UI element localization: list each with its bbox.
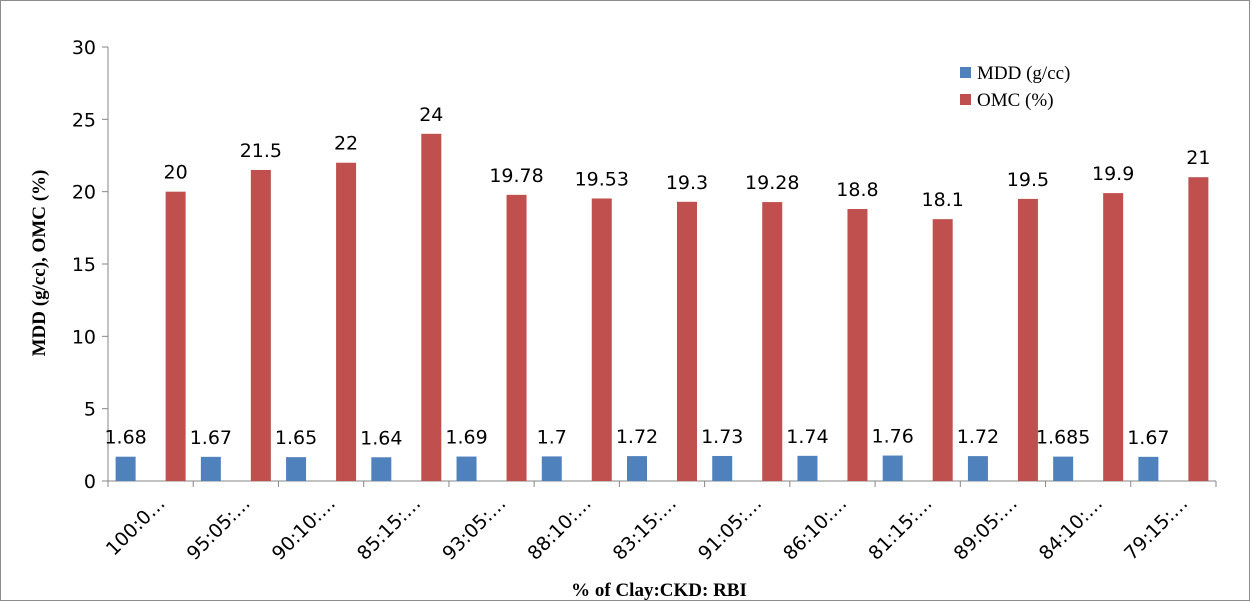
bar-omc [762,202,783,481]
y-tick-label: 20 [72,182,96,204]
data-label-mdd: 1.72 [616,426,658,448]
bars [115,133,1209,482]
bar-omc [506,194,527,481]
y-axis-title: MDD (g/cc), OMC (%) [29,170,50,357]
data-label-mdd: 1.65 [275,427,317,449]
legend-swatch [960,67,971,78]
bar-mdd [627,456,647,481]
bar-mdd [1138,456,1159,481]
data-label-omc: 19.3 [666,172,708,194]
x-tick-label: 79:15:… [1120,492,1192,564]
bar-omc [677,201,697,481]
data-label-omc: 21.5 [240,140,282,162]
bar-mdd [882,455,903,481]
data-labels: 1.68 1.67 1.65 1.64 1.69 1.7 1.72 1.73 1.74 1.76 1… [104,104,1210,449]
bar-omc [591,198,612,481]
bar-mdd [712,455,733,481]
y-tick-label: 30 [72,37,96,59]
legend: MDD (g/cc) OMC (%) [960,63,1070,111]
x-tick-label: 100:0… [102,492,170,560]
data-label-mdd: 1.76 [872,426,914,448]
legend-label: OMC (%) [977,90,1054,111]
bar-mdd [967,456,988,481]
bar-mdd [200,456,221,481]
x-tick-label: 91:05:… [694,492,766,564]
bar-omc [250,169,271,481]
data-label-mdd: 1.67 [190,427,232,449]
data-label-mdd: 1.74 [786,426,828,448]
data-label-mdd: 1.7 [537,426,567,448]
y-tick-label: 25 [72,109,96,131]
x-axis-title: % of Clay:CKD: RBI [571,580,747,601]
data-label-mdd: 1.685 [1036,427,1090,449]
bar-omc [336,162,357,481]
x-tick-label: 86:10:… [779,492,851,564]
y-tick-label: 10 [72,326,96,348]
bar-mdd [371,457,392,481]
legend-label: MDD (g/cc) [977,63,1070,84]
bar-omc [421,133,442,482]
legend-swatch [960,94,971,105]
data-label-omc: 19.28 [745,172,799,194]
y-axis: 0 5 10 15 20 25 30 [72,37,109,493]
data-label-omc: 19.53 [575,168,629,190]
data-label-omc: 18.1 [922,189,964,211]
bar-omc [932,219,953,482]
x-tick-label: 81:15:… [864,492,936,564]
data-label-mdd: 1.72 [957,426,999,448]
x-axis: 100:0… 95:05:… 90:10:… 85:15:… 93:05:… 88:10:… [102,480,1217,565]
bar-mdd [797,455,818,481]
x-tick-label: 89:05:… [950,492,1022,564]
y-tick-label: 0 [84,471,96,493]
data-label-mdd: 1.64 [360,427,402,449]
data-label-omc: 22 [334,133,358,155]
data-label-mdd: 1.69 [445,427,487,449]
data-label-omc: 20 [164,162,188,184]
x-tick-label: 95:05:… [183,492,255,564]
bar-mdd [286,457,307,481]
bar-omc [1188,177,1209,481]
bar-mdd [1053,456,1074,481]
bar-mdd [115,456,136,481]
y-tick-label: 15 [72,254,96,276]
bar-omc [165,191,186,481]
data-label-omc: 18.8 [836,179,878,201]
y-tick-label: 5 [84,399,96,421]
data-label-mdd: 1.73 [701,426,743,448]
data-label-mdd: 1.68 [104,427,146,449]
x-tick-label: 84:10:… [1035,492,1107,564]
bar-mdd [541,456,562,481]
data-label-omc: 24 [419,104,443,126]
x-tick-label: 83:15:… [609,492,681,564]
bar-omc [1103,193,1124,481]
bar-mdd [456,456,477,481]
data-label-omc: 19.5 [1007,169,1049,191]
data-label-omc: 21 [1186,147,1210,169]
x-tick-label: 85:15:… [353,492,425,564]
x-tick-label: 93:05:… [438,492,510,564]
bar-omc [847,209,868,481]
x-tick-label: 88:10:… [523,492,595,564]
data-label-omc: 19.78 [489,165,543,187]
data-label-mdd: 1.67 [1127,427,1169,449]
bar-omc [1017,198,1038,481]
x-tick-label: 90:10:… [268,492,340,564]
data-label-omc: 19.9 [1092,163,1134,185]
